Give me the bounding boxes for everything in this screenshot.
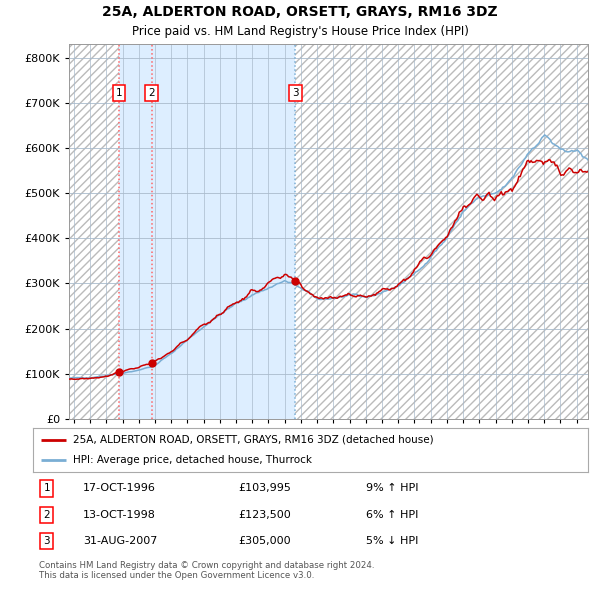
Text: 2: 2 xyxy=(44,510,50,520)
Text: 2: 2 xyxy=(148,88,155,98)
Text: 9% ↑ HPI: 9% ↑ HPI xyxy=(366,483,419,493)
Text: 3: 3 xyxy=(292,88,299,98)
Text: This data is licensed under the Open Government Licence v3.0.: This data is licensed under the Open Gov… xyxy=(39,571,314,579)
Text: 3: 3 xyxy=(44,536,50,546)
Text: £305,000: £305,000 xyxy=(238,536,291,546)
Bar xyxy=(295,44,588,419)
Text: 1: 1 xyxy=(44,483,50,493)
Text: HPI: Average price, detached house, Thurrock: HPI: Average price, detached house, Thur… xyxy=(73,455,312,465)
Text: 5% ↓ HPI: 5% ↓ HPI xyxy=(366,536,418,546)
Text: 31-AUG-2007: 31-AUG-2007 xyxy=(83,536,157,546)
Text: Price paid vs. HM Land Registry's House Price Index (HPI): Price paid vs. HM Land Registry's House … xyxy=(131,25,469,38)
Text: £123,500: £123,500 xyxy=(238,510,291,520)
Bar xyxy=(69,44,119,419)
Text: Contains HM Land Registry data © Crown copyright and database right 2024.: Contains HM Land Registry data © Crown c… xyxy=(39,560,374,569)
Text: 1: 1 xyxy=(116,88,122,98)
Text: 13-OCT-1998: 13-OCT-1998 xyxy=(83,510,156,520)
Text: 25A, ALDERTON ROAD, ORSETT, GRAYS, RM16 3DZ: 25A, ALDERTON ROAD, ORSETT, GRAYS, RM16 … xyxy=(102,5,498,19)
Text: 6% ↑ HPI: 6% ↑ HPI xyxy=(366,510,418,520)
Text: £103,995: £103,995 xyxy=(238,483,291,493)
Text: 25A, ALDERTON ROAD, ORSETT, GRAYS, RM16 3DZ (detached house): 25A, ALDERTON ROAD, ORSETT, GRAYS, RM16 … xyxy=(73,435,434,445)
Text: 17-OCT-1996: 17-OCT-1996 xyxy=(83,483,156,493)
